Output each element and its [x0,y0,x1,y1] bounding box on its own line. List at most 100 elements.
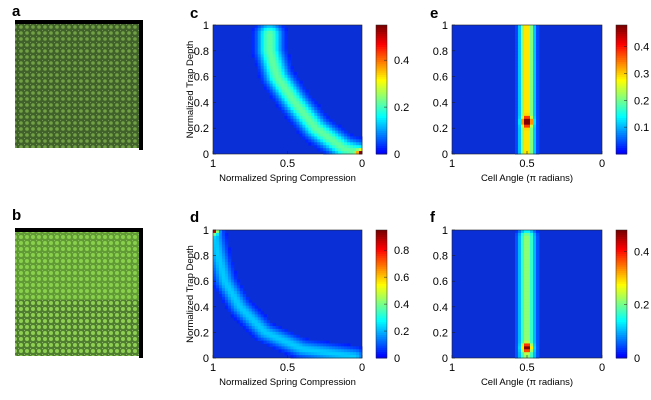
heatmap-cell [233,299,238,304]
heatmap-cell [350,133,354,137]
heatmap-cell [287,340,291,344]
heatmap-cell [335,352,339,356]
heatmap-cell [515,74,519,79]
heatmap-cell [248,311,253,315]
heatmap-cell [224,276,229,280]
heatmap-cell [236,288,241,292]
heatmap-cell [530,267,534,272]
heatmap-cell [530,142,534,146]
heatmap-cell [527,48,531,52]
heatmap-cell [269,340,273,344]
colorbar-segment [616,57,627,60]
heatmap-cell [521,256,525,260]
heatmap-cell [350,145,354,149]
heatmap-cell [290,98,294,102]
heatmap-cell [269,86,273,90]
colorbar-segment [616,27,627,30]
heatmap-cell [536,36,540,41]
heatmap-cell [320,121,324,126]
heatmap-cell [302,343,306,347]
colorbar-frame [615,24,628,155]
heatmap-cell [527,142,531,146]
heatmap-cell [536,302,540,307]
heatmap-cell [536,118,540,123]
heatmap-cell [527,273,531,277]
heatmap-cell [263,60,268,64]
heatmap-cell [533,118,537,123]
heatmap-cell [263,80,268,85]
heatmap-cell [311,121,315,126]
heatmap-cell [284,57,288,61]
heatmap-cell [224,250,229,254]
colorbar-segment [376,87,387,90]
heatmap-cell [536,238,540,243]
heatmap-cell [215,264,220,269]
sample-frame-b [15,228,143,358]
heatmap-cell [524,121,528,126]
heatmap-cell [350,352,354,356]
heatmap-cell [356,139,360,143]
heatmap-cell [266,71,271,76]
heatmap-cell [515,48,519,52]
heatmap-cell [213,232,217,237]
heatmap-cell [284,110,288,114]
heatmap-cell [266,343,271,347]
colorbar-segment [376,255,387,259]
colorbar-segment [376,302,387,306]
heatmap-cell [518,343,522,347]
heatmap-cell [278,42,282,46]
heatmap-cell [218,270,223,275]
heatmap-cell [278,334,282,339]
heatmap-cell [335,127,339,131]
heatmap-cell [317,355,321,359]
heatmap-cell [227,276,232,280]
heatmap-cell [323,118,327,123]
heatmap-cell [341,349,345,353]
heatmap-cell [344,142,348,146]
heatmap-cell [533,346,537,350]
heatmap-cell [293,74,297,79]
heatmap-cell [515,355,519,359]
heatmap-cell [257,320,262,324]
heatmap-cell [272,48,276,52]
heatmap-cell [305,92,309,96]
heatmap-cell [290,71,294,76]
colorbar-tick-label: 0.4 [394,299,409,311]
heatmap-cell [317,124,321,129]
colorbar-segment [616,306,627,310]
heatmap-cell [314,133,318,137]
colorbar-segment [376,70,387,73]
heatmap-cell [527,270,531,275]
heatmap-cell [272,25,276,29]
heatmap-cell [518,253,522,257]
heatmap-cell [236,317,241,321]
heatmap-cell [521,349,525,353]
heatmap-cell [299,130,303,134]
heatmap-cell [213,238,217,243]
heatmap-cell [227,294,232,298]
heatmap-cell [518,86,522,90]
heatmap-cell [278,86,282,90]
heatmap-cell [290,107,294,111]
heatmap-cell [530,25,534,29]
heatmap-cell [254,314,259,318]
heatmap-cell [323,139,327,143]
heatmap-cell [353,148,357,152]
colorbar-segment [616,123,627,127]
heatmap-cell [527,104,531,108]
colorbar-segment [376,281,387,284]
heatmap-cell [524,136,528,140]
colorbar-segment [616,291,627,295]
heatmap-cell [518,54,522,58]
heatmap-cell [530,145,534,149]
colorbar-segment [616,317,627,321]
heatmap-cell [275,30,279,35]
heatmap-cell [527,352,531,356]
heatmap-cell [314,136,318,140]
heatmap-cell [527,262,531,266]
heatmap-cell [350,355,354,359]
heatmap-cell [515,238,519,243]
heatmap-cell [302,136,306,140]
heatmap-cell [527,139,531,143]
heatmap-cell [263,51,268,55]
